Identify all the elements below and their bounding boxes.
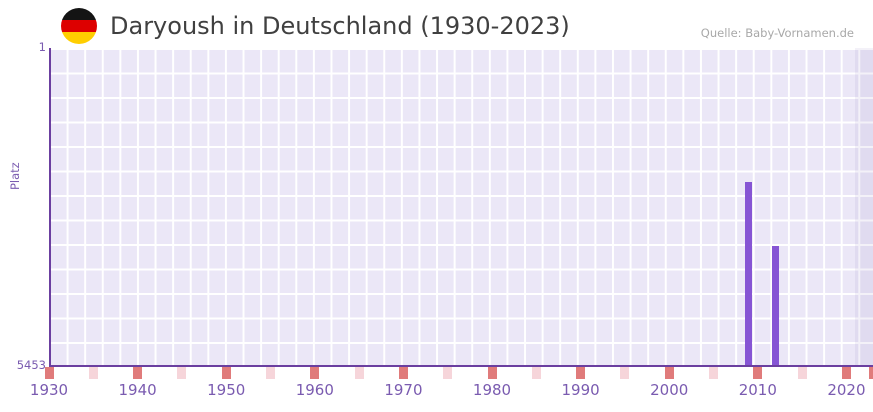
x-tick-2020 — [841, 367, 851, 379]
x-axis-label-1990: 1990 — [561, 381, 600, 399]
x-axis-label-1950: 1950 — [207, 381, 246, 399]
x-axis-label-1960: 1960 — [295, 381, 334, 399]
bar-2009[interactable] — [745, 182, 753, 366]
x-tick-1970 — [398, 367, 408, 379]
x-tick-2000 — [664, 367, 674, 379]
x-tick-1960 — [310, 367, 320, 379]
x-axis-label-2010: 2010 — [738, 381, 777, 399]
x-tick-1985 — [531, 367, 541, 379]
x-tick-1965 — [354, 367, 364, 379]
x-tick-2005 — [709, 367, 719, 379]
y-axis-line — [49, 48, 51, 368]
source-attribution: Quelle: Baby-Vornamen.de — [700, 26, 854, 40]
grid-background — [49, 48, 873, 366]
x-axis-label-1970: 1970 — [384, 381, 423, 399]
x-tick-2010 — [753, 367, 763, 379]
x-tick-1930 — [44, 367, 54, 379]
x-axis-line — [49, 365, 873, 367]
page-title: Daryoush in Deutschland (1930-2023) — [110, 12, 570, 40]
x-tick-2023 — [868, 367, 873, 379]
no-data-shaded-region — [855, 48, 873, 366]
bar-2012[interactable] — [772, 246, 780, 366]
x-tick-1945 — [177, 367, 187, 379]
x-tick-1975 — [443, 367, 453, 379]
x-tick-1955 — [266, 367, 275, 379]
x-axis-label-1940: 1940 — [118, 381, 157, 399]
x-axis-label-2020: 2020 — [827, 381, 866, 399]
x-tick-1950 — [221, 367, 231, 379]
x-tick-2015 — [797, 367, 807, 379]
german-flag-icon — [61, 8, 97, 44]
x-tick-1940 — [133, 367, 143, 379]
y-axis-title: Platz — [8, 162, 22, 190]
y-axis-label-top: 1 — [38, 40, 46, 54]
plot-area — [49, 48, 873, 366]
x-axis-label-1980: 1980 — [472, 381, 512, 399]
x-tick-1980 — [487, 367, 497, 379]
x-tick-1990 — [576, 367, 586, 379]
x-axis-tick-strip — [44, 367, 873, 379]
x-axis-label-2000: 2000 — [650, 381, 689, 399]
x-tick-1935 — [88, 367, 98, 379]
x-tick-1995 — [620, 367, 630, 379]
x-axis-label-1930: 1930 — [29, 381, 69, 399]
y-axis-label-bottom: 5453 — [16, 358, 46, 372]
